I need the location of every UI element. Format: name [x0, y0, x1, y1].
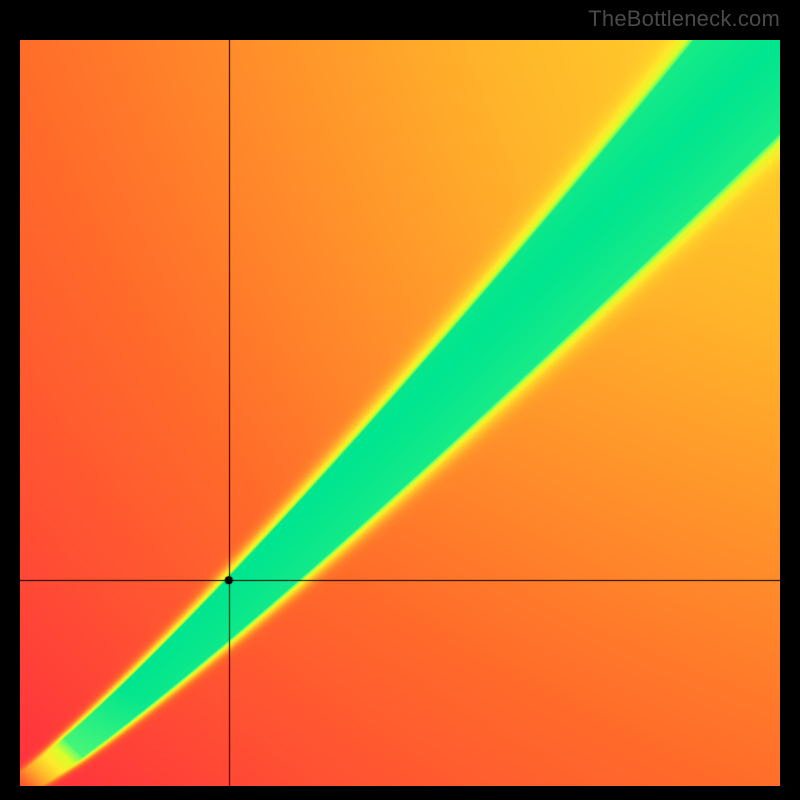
- heatmap-plot: [20, 40, 780, 786]
- watermark-text: TheBottleneck.com: [588, 6, 780, 32]
- chart-container: TheBottleneck.com: [0, 0, 800, 800]
- heatmap-canvas: [20, 40, 780, 786]
